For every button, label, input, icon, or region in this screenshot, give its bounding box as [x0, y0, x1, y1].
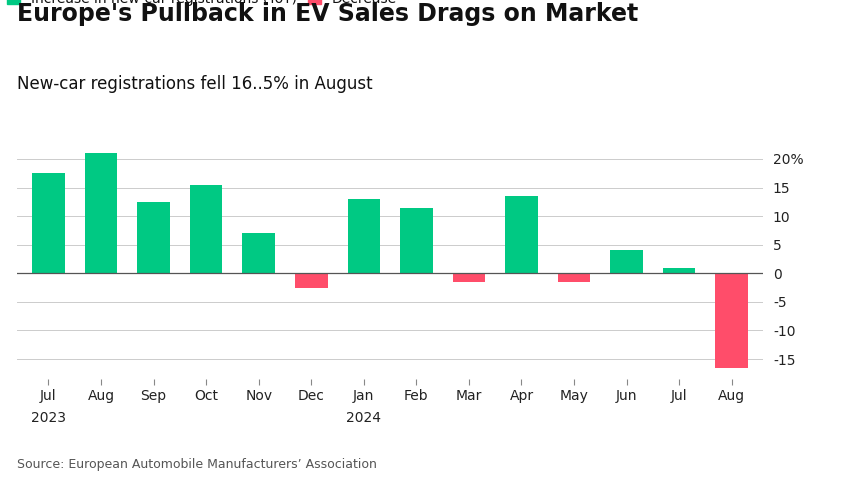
Text: 2024: 2024 [346, 411, 382, 425]
Bar [295, 273, 327, 288]
Bar [137, 202, 170, 273]
Bar [348, 199, 380, 273]
Bar [32, 173, 64, 273]
Bar [611, 250, 643, 273]
Text: Source: European Automobile Manufacturers’ Association: Source: European Automobile Manufacturer… [17, 458, 377, 471]
Legend: Increase in new-car registrations (YoY), Decrease: Increase in new-car registrations (YoY),… [8, 0, 397, 6]
Bar [243, 233, 275, 273]
Bar [85, 153, 117, 273]
Bar [453, 273, 485, 282]
Text: 2023: 2023 [31, 411, 66, 425]
Bar [400, 208, 432, 273]
Bar [190, 185, 222, 273]
Bar [663, 268, 695, 273]
Bar [558, 273, 590, 282]
Text: Europe's Pullback in EV Sales Drags on Market: Europe's Pullback in EV Sales Drags on M… [17, 2, 639, 26]
Bar [716, 273, 748, 367]
Text: New-car registrations fell 16..5% in August: New-car registrations fell 16..5% in Aug… [17, 75, 372, 93]
Bar [505, 196, 538, 273]
